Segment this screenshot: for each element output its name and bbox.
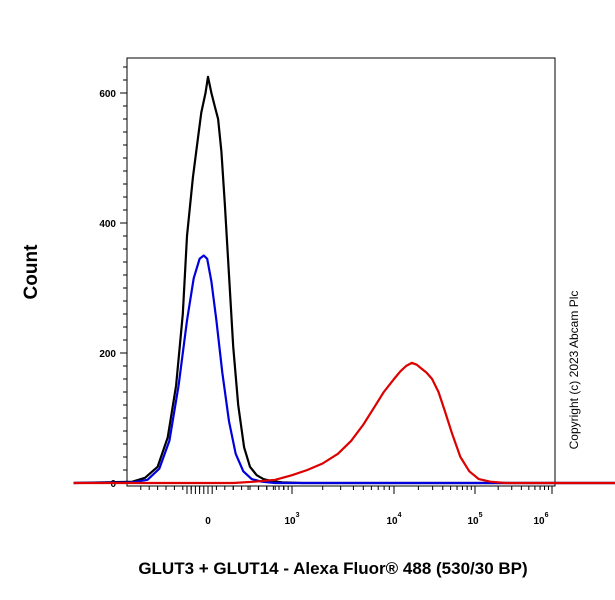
- y-axis-title: Count: [21, 244, 42, 300]
- x-tick-label: 0: [205, 516, 211, 527]
- x-tick-label: 103: [284, 512, 299, 527]
- x-axis-title: GLUT3 + GLUT14 - Alexa Fluor® 488 (530/3…: [138, 559, 527, 578]
- series-layer: [73, 75, 615, 485]
- y-axis: 0 200 400 600: [99, 66, 127, 490]
- series-line-1: [73, 75, 615, 485]
- x-tick-label: 104: [386, 512, 401, 527]
- x-tick-label: 106: [533, 512, 548, 527]
- x-axis: 0 103 104 105 106: [140, 486, 553, 527]
- series-line-3: [73, 361, 615, 485]
- y-tick-label: 0: [110, 479, 116, 490]
- series-line-2: [73, 254, 615, 485]
- x-tick-label: 105: [467, 512, 482, 527]
- plot-frame: [126, 57, 556, 487]
- y-tick-label: 200: [99, 349, 116, 360]
- y-tick-label: 600: [99, 89, 116, 100]
- y-tick-label: 400: [99, 219, 116, 230]
- copyright-notice: Copyright (c) 2023 Abcam Plc: [567, 291, 581, 450]
